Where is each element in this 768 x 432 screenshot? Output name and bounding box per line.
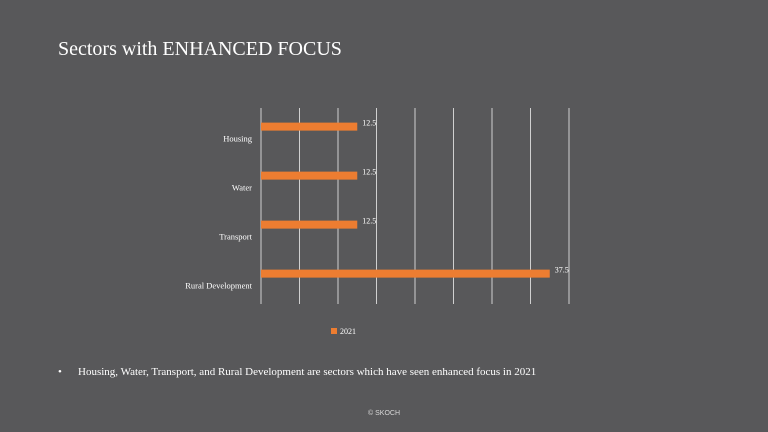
data-label: 12.5 xyxy=(362,168,376,177)
bullet-symbol: • xyxy=(58,366,62,378)
legend-label: 2021 xyxy=(340,327,356,336)
data-label: 12.5 xyxy=(362,119,376,128)
data-label: 37.5 xyxy=(555,266,569,275)
bar-water xyxy=(261,171,358,180)
bar-housing xyxy=(261,122,358,131)
category-label: Housing xyxy=(223,134,253,144)
slide-title: Sectors with ENHANCED FOCUS xyxy=(58,38,342,60)
category-label: Water xyxy=(232,183,252,193)
footer-copyright: © SKOCH xyxy=(368,410,400,417)
legend-swatch xyxy=(331,328,337,334)
bullet-item: • Housing, Water, Transport, and Rural De… xyxy=(58,366,536,378)
bar-rural-development xyxy=(261,269,550,278)
bar-transport xyxy=(261,220,358,229)
data-label: 12.5 xyxy=(362,217,376,226)
category-label: Rural Development xyxy=(185,281,252,291)
bullet-text: Housing, Water, Transport, and Rural Dev… xyxy=(78,366,537,378)
category-label: Transport xyxy=(219,232,252,242)
